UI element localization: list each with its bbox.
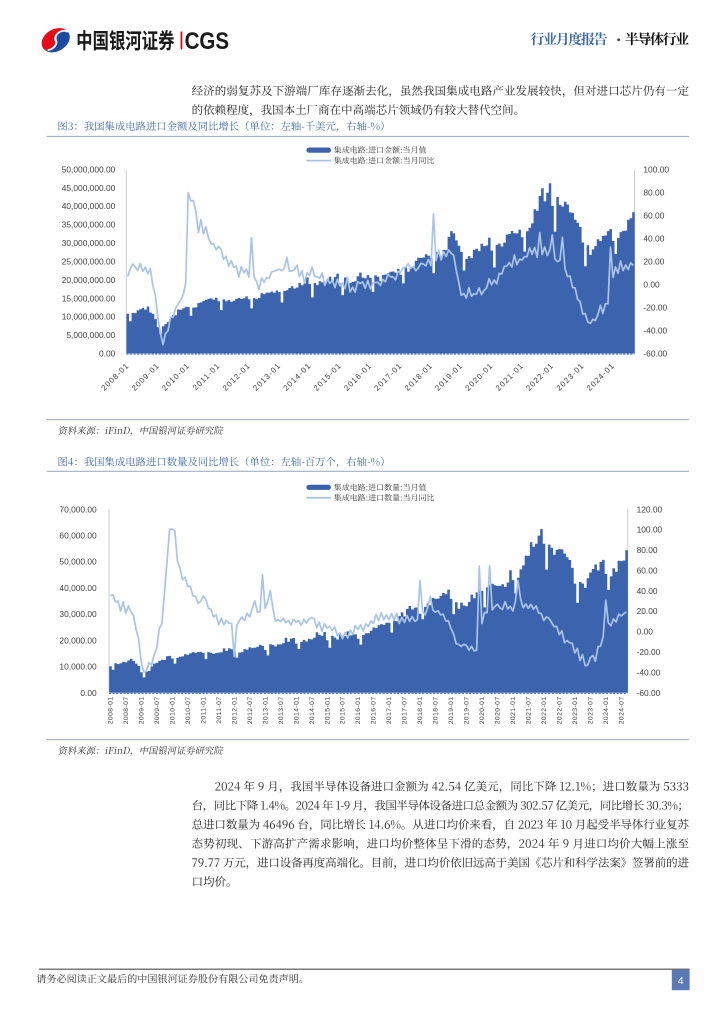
svg-text:10,000.00: 10,000.00: [59, 662, 97, 672]
svg-text:2011-01: 2011-01: [200, 697, 207, 724]
svg-text:80.00: 80.00: [637, 545, 658, 555]
svg-text:120.00: 120.00: [637, 504, 663, 514]
svg-text:2020-07: 2020-07: [495, 697, 502, 725]
svg-text:2015-01: 2015-01: [324, 697, 331, 725]
svg-text:2010-01: 2010-01: [169, 697, 176, 725]
svg-text:30,000,000.00: 30,000,000.00: [62, 238, 116, 248]
svg-text:-60.00: -60.00: [643, 349, 667, 359]
svg-text:40,000.00: 40,000.00: [59, 583, 97, 593]
svg-text:60.00: 60.00: [643, 210, 664, 220]
svg-text:2012-07: 2012-07: [247, 697, 254, 725]
svg-text:15,000,000.00: 15,000,000.00: [62, 293, 116, 303]
svg-text:2023-07: 2023-07: [588, 697, 595, 725]
svg-text:60.00: 60.00: [637, 566, 658, 576]
svg-text:50,000,000.00: 50,000,000.00: [62, 164, 116, 174]
svg-text:2022-01: 2022-01: [541, 697, 548, 725]
svg-text:2017-07: 2017-07: [402, 697, 409, 725]
svg-text:100.00: 100.00: [643, 164, 669, 174]
svg-text:2024-01: 2024-01: [603, 697, 610, 725]
svg-text:50,000.00: 50,000.00: [59, 557, 97, 567]
svg-text:2020-01: 2020-01: [479, 697, 486, 725]
svg-text:-40.00: -40.00: [637, 667, 661, 677]
svg-text:0.00: 0.00: [643, 280, 660, 290]
svg-text:5,000,000.00: 5,000,000.00: [66, 330, 115, 340]
svg-text:4: 4: [678, 975, 684, 987]
svg-text:25,000,000.00: 25,000,000.00: [62, 256, 116, 266]
svg-text:45,000,000.00: 45,000,000.00: [62, 183, 116, 193]
svg-text:2009-01: 2009-01: [139, 697, 146, 725]
svg-text:2018-01: 2018-01: [417, 697, 424, 725]
svg-text:70,000.00: 70,000.00: [59, 504, 97, 514]
svg-text:-20.00: -20.00: [637, 647, 661, 657]
svg-text:0.00: 0.00: [99, 349, 116, 359]
svg-text:2013-01: 2013-01: [262, 697, 269, 725]
svg-text:2016-07: 2016-07: [371, 697, 378, 725]
svg-text:-20.00: -20.00: [643, 303, 667, 313]
svg-text:2008-07: 2008-07: [123, 697, 130, 725]
svg-text:2022-07: 2022-07: [557, 697, 564, 725]
svg-text:35,000,000.00: 35,000,000.00: [62, 220, 116, 230]
svg-text:2023-01: 2023-01: [572, 697, 579, 725]
svg-text:0.00: 0.00: [637, 627, 654, 637]
svg-text:2012-01: 2012-01: [231, 697, 238, 725]
svg-text:60,000.00: 60,000.00: [59, 531, 97, 541]
svg-text:2014-01: 2014-01: [293, 697, 300, 725]
svg-text:-60.00: -60.00: [637, 688, 661, 698]
svg-text:2016-01: 2016-01: [355, 697, 362, 725]
svg-text:20.00: 20.00: [637, 606, 658, 616]
svg-text:100.00: 100.00: [637, 525, 663, 535]
svg-text:2017-01: 2017-01: [386, 697, 393, 725]
svg-text:2024-07: 2024-07: [618, 697, 625, 725]
svg-text:30,000.00: 30,000.00: [59, 609, 97, 619]
svg-text:20,000,000.00: 20,000,000.00: [62, 275, 116, 285]
svg-text:2013-07: 2013-07: [278, 697, 285, 725]
svg-text:20.00: 20.00: [643, 256, 664, 266]
svg-text:-40.00: -40.00: [643, 326, 667, 336]
svg-text:10,000,000.00: 10,000,000.00: [62, 312, 116, 322]
svg-text:40,000,000.00: 40,000,000.00: [62, 201, 116, 211]
svg-text:2015-07: 2015-07: [340, 697, 347, 725]
svg-text:40.00: 40.00: [637, 586, 658, 596]
svg-text:2021-07: 2021-07: [526, 697, 533, 725]
svg-text:80.00: 80.00: [643, 187, 664, 197]
svg-text:2011-07: 2011-07: [216, 697, 223, 724]
svg-text:0.00: 0.00: [80, 688, 97, 698]
svg-text:2021-01: 2021-01: [510, 697, 517, 725]
svg-text:20,000.00: 20,000.00: [59, 635, 97, 645]
svg-text:2019-07: 2019-07: [464, 697, 471, 725]
svg-text:CGS: CGS: [185, 28, 230, 55]
svg-text:2019-01: 2019-01: [448, 697, 455, 725]
svg-text:2008-01: 2008-01: [108, 697, 115, 725]
svg-text:2018-07: 2018-07: [433, 697, 440, 725]
svg-text:2009-07: 2009-07: [154, 697, 161, 725]
svg-text:2014-07: 2014-07: [309, 697, 316, 725]
svg-text:2010-07: 2010-07: [185, 697, 192, 725]
svg-text:40.00: 40.00: [643, 233, 664, 243]
